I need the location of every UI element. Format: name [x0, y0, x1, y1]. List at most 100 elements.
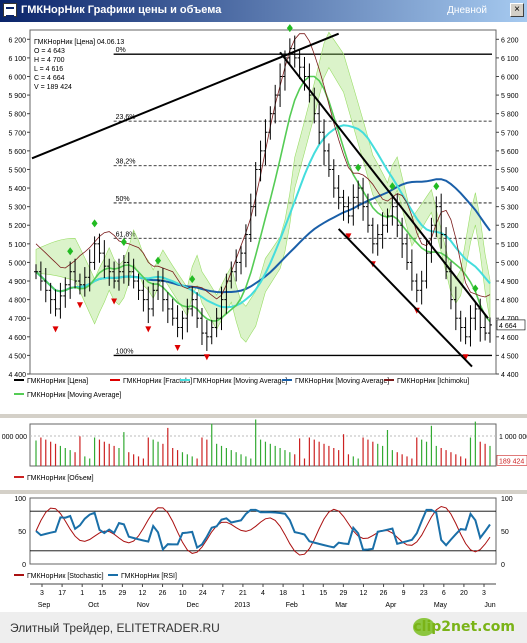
x-day-label: 1: [301, 590, 305, 597]
x-month-label: Oct: [88, 602, 99, 609]
y-tick-label-right: 5 100: [501, 242, 519, 249]
volume-panel: 000 000 1 000 000 189 424 ГМКНорНик [Объем]: [0, 418, 527, 490]
stochastic-line: [35, 505, 491, 556]
y-tick-label-left: 4 500: [8, 353, 26, 360]
y-tick-label-left: 6 200: [8, 37, 26, 44]
y-tick-label-right: 5 300: [501, 205, 519, 212]
y-tick-label-right: 6 000: [501, 74, 519, 81]
x-day-label: 4: [261, 590, 265, 597]
legend-label: ГМКНорНик [Moving Average]: [27, 392, 121, 399]
osc-tick-label-right: 0: [501, 562, 505, 569]
x-day-label: 9: [402, 590, 406, 597]
fib-level-label: 61,8%: [116, 231, 136, 238]
y-tick-label-right: 5 900: [501, 93, 519, 100]
window-title: ГМКНорНик Графики цены и объема: [21, 4, 222, 16]
x-day-label: 10: [179, 590, 187, 597]
moving-average-mid: [35, 124, 491, 309]
fractal-up-marker: [389, 182, 396, 191]
y-tick-label-right: 4 500: [501, 353, 519, 360]
x-day-label: 26: [159, 590, 167, 597]
x-day-label: 23: [420, 590, 428, 597]
fib-level-label: 0%: [116, 47, 126, 54]
osc-tick-label-left: 100: [14, 496, 26, 503]
x-month-label: Sep: [38, 602, 51, 609]
y-tick-label-left: 4 600: [8, 335, 26, 342]
y-tick-label-left: 4 400: [8, 372, 26, 379]
price-header-line: V = 189 424: [34, 84, 72, 91]
x-day-label: 18: [279, 590, 287, 597]
x-day-label: 6: [442, 590, 446, 597]
y-tick-label-right: 5 600: [501, 149, 519, 156]
y-tick-label-right: 4 400: [501, 372, 519, 379]
x-month-label: 2013: [234, 602, 250, 609]
close-button[interactable]: ×: [510, 3, 524, 17]
title-bar: ГМКНорНик Графики цены и объема Дневной …: [0, 0, 527, 22]
x-day-label: 26: [380, 590, 388, 597]
x-month-label: Feb: [286, 602, 298, 609]
fractal-up-marker: [91, 219, 98, 228]
fractal-up-marker: [67, 247, 74, 256]
volume-chart[interactable]: 000 000 1 000 000 189 424 ГМКНорНик [Объем]: [0, 418, 527, 490]
x-month-label: May: [434, 602, 448, 609]
x-day-label: 15: [98, 590, 106, 597]
y-tick-label-right: 6 200: [501, 37, 519, 44]
fractal-up-marker: [155, 256, 162, 265]
clip2net-logo: clip2net.com: [413, 619, 515, 635]
x-day-label: 12: [139, 590, 147, 597]
x-day-label: 29: [339, 590, 347, 597]
fractal-down-marker: [52, 326, 59, 333]
y-tick-label-left: 5 700: [8, 130, 26, 137]
y-tick-label-left: 4 800: [8, 298, 26, 305]
y-tick-label-right: 4 800: [501, 298, 519, 305]
panel-splitter-2[interactable]: [0, 490, 527, 494]
x-month-label: Jun: [484, 602, 495, 609]
x-day-label: 29: [118, 590, 126, 597]
legend-label: ГМКНорНик [Объем]: [27, 474, 94, 482]
watermark-bar: Элитный Трейдер, ELITETRADER.RU clip2net…: [0, 612, 527, 643]
moving-average-short: [35, 75, 491, 323]
trend-line-channel: [337, 228, 473, 368]
y-tick-label-right: 5 800: [501, 112, 519, 119]
x-month-label: Nov: [137, 602, 150, 609]
last-price-label: 4 664: [499, 323, 517, 330]
rsi-line: [35, 508, 491, 552]
fractal-down-marker: [111, 298, 118, 305]
legend-label: ГМКНорНик [Ichimoku]: [397, 378, 469, 385]
period-label[interactable]: Дневной: [447, 5, 487, 16]
fractal-up-marker: [433, 182, 440, 191]
y-tick-label-left: 5 000: [8, 260, 26, 267]
fib-level-label: 100%: [116, 348, 134, 355]
fractal-down-marker: [145, 326, 152, 333]
legend-label: ГМКНорНик [Цена]: [27, 378, 88, 385]
volume-plot-area: [29, 423, 497, 467]
x-day-label: 3: [482, 590, 486, 597]
x-day-label: 20: [460, 590, 468, 597]
osc-tick-label-right: 50: [501, 529, 509, 536]
x-day-label: 1: [80, 590, 84, 597]
y-tick-label-left: 5 500: [8, 167, 26, 174]
trend-line-down: [279, 51, 489, 319]
panel-splitter[interactable]: [0, 414, 527, 418]
y-tick-label-left: 5 800: [8, 112, 26, 119]
fractal-down-marker: [345, 233, 352, 240]
price-header-line: H = 4 700: [34, 57, 65, 64]
price-header-line: C = 4 664: [34, 75, 65, 82]
x-day-label: 15: [319, 590, 327, 597]
legend-label: ГМКНорНик [Moving Average]: [295, 378, 389, 385]
oscillator-chart[interactable]: 0 0 50 50 100 100 ГМКНорНик [Stochastic] ГМКНор…: [0, 494, 527, 612]
fractal-up-marker: [472, 284, 479, 293]
y-tick-label-right: 5 200: [501, 223, 519, 230]
watermark-text: Элитный Трейдер, ELITETRADER.RU: [10, 621, 220, 635]
fractal-down-marker: [76, 302, 83, 309]
x-day-label: 3: [40, 590, 44, 597]
price-header-line: L = 4 616: [34, 66, 63, 73]
last-volume-label: 189 424: [499, 458, 524, 465]
price-header-line: ГМКНорНик [Цена] 04.06.13: [34, 39, 124, 46]
fractal-up-marker: [189, 275, 196, 284]
fractal-down-marker: [203, 354, 210, 361]
fractal-up-marker: [286, 24, 293, 33]
legend-label: ГМКНорНик [Stochastic]: [27, 573, 104, 580]
